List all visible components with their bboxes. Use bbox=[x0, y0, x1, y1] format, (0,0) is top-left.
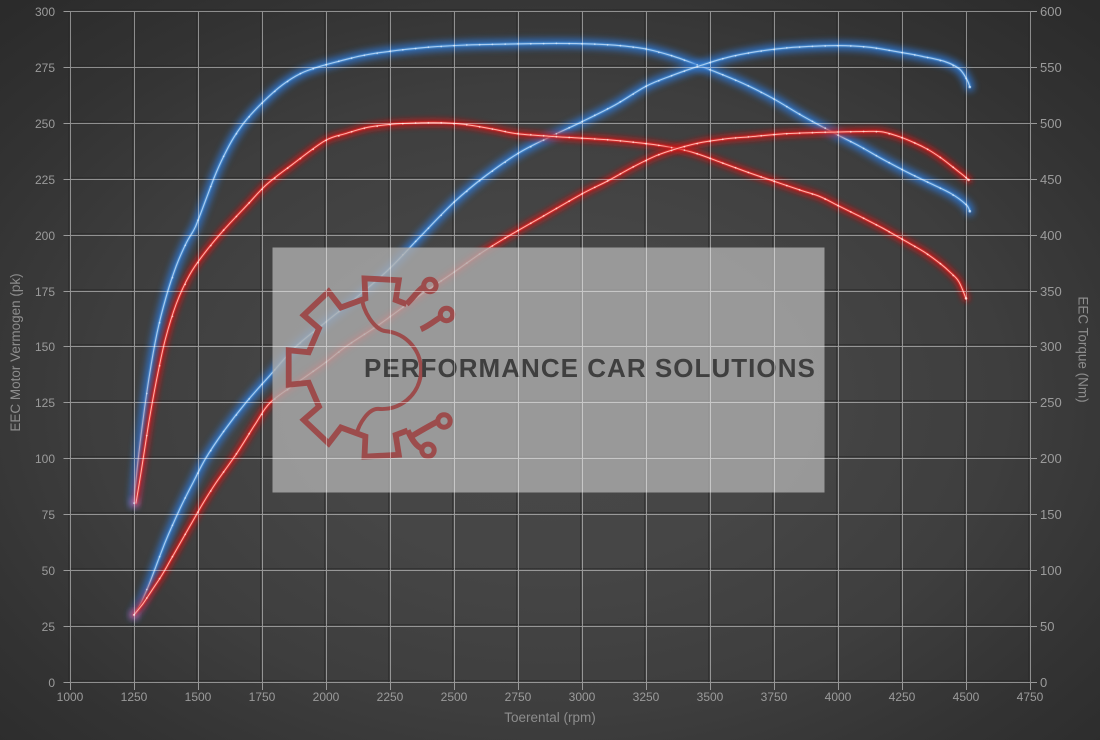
svg-text:150: 150 bbox=[1040, 507, 1062, 522]
svg-text:3000: 3000 bbox=[569, 690, 596, 704]
svg-text:50: 50 bbox=[1040, 619, 1054, 634]
svg-text:400: 400 bbox=[1040, 228, 1062, 243]
svg-text:3250: 3250 bbox=[633, 690, 660, 704]
svg-text:Toerental (rpm): Toerental (rpm) bbox=[504, 710, 596, 725]
svg-text:350: 350 bbox=[1040, 284, 1062, 299]
svg-text:300: 300 bbox=[1040, 339, 1062, 354]
svg-text:75: 75 bbox=[42, 508, 56, 522]
svg-text:225: 225 bbox=[35, 173, 55, 187]
svg-text:300: 300 bbox=[35, 5, 55, 19]
svg-text:125: 125 bbox=[35, 396, 55, 410]
svg-text:PERFORMANCE CAR SOLUTIONS: PERFORMANCE CAR SOLUTIONS bbox=[364, 353, 816, 383]
svg-text:600: 600 bbox=[1040, 4, 1062, 19]
svg-text:450: 450 bbox=[1040, 172, 1062, 187]
svg-text:EEC Torque (Nm): EEC Torque (Nm) bbox=[1076, 296, 1091, 402]
svg-text:150: 150 bbox=[35, 340, 55, 354]
svg-text:275: 275 bbox=[35, 61, 55, 75]
svg-text:4500: 4500 bbox=[953, 690, 980, 704]
svg-text:2250: 2250 bbox=[377, 690, 404, 704]
svg-text:550: 550 bbox=[1040, 60, 1062, 75]
svg-text:200: 200 bbox=[35, 229, 55, 243]
svg-text:1750: 1750 bbox=[249, 690, 276, 704]
svg-text:4750: 4750 bbox=[1017, 690, 1044, 704]
svg-text:3500: 3500 bbox=[697, 690, 724, 704]
svg-text:1000: 1000 bbox=[57, 690, 84, 704]
svg-text:100: 100 bbox=[35, 452, 55, 466]
svg-text:500: 500 bbox=[1040, 116, 1062, 131]
svg-text:2750: 2750 bbox=[505, 690, 532, 704]
svg-text:25: 25 bbox=[42, 620, 56, 634]
svg-text:250: 250 bbox=[1040, 395, 1062, 410]
svg-text:175: 175 bbox=[35, 285, 55, 299]
svg-text:2500: 2500 bbox=[441, 690, 468, 704]
svg-text:1500: 1500 bbox=[185, 690, 212, 704]
svg-text:EEC Motor Vermogen (pk): EEC Motor Vermogen (pk) bbox=[8, 273, 23, 431]
svg-text:4250: 4250 bbox=[889, 690, 916, 704]
svg-text:250: 250 bbox=[35, 117, 55, 131]
svg-text:50: 50 bbox=[42, 564, 56, 578]
svg-text:3750: 3750 bbox=[761, 690, 788, 704]
svg-text:200: 200 bbox=[1040, 451, 1062, 466]
svg-text:4000: 4000 bbox=[825, 690, 852, 704]
svg-text:2000: 2000 bbox=[313, 690, 340, 704]
svg-text:0: 0 bbox=[48, 676, 55, 690]
svg-text:1250: 1250 bbox=[121, 690, 148, 704]
svg-text:0: 0 bbox=[1040, 675, 1047, 690]
svg-text:100: 100 bbox=[1040, 563, 1062, 578]
